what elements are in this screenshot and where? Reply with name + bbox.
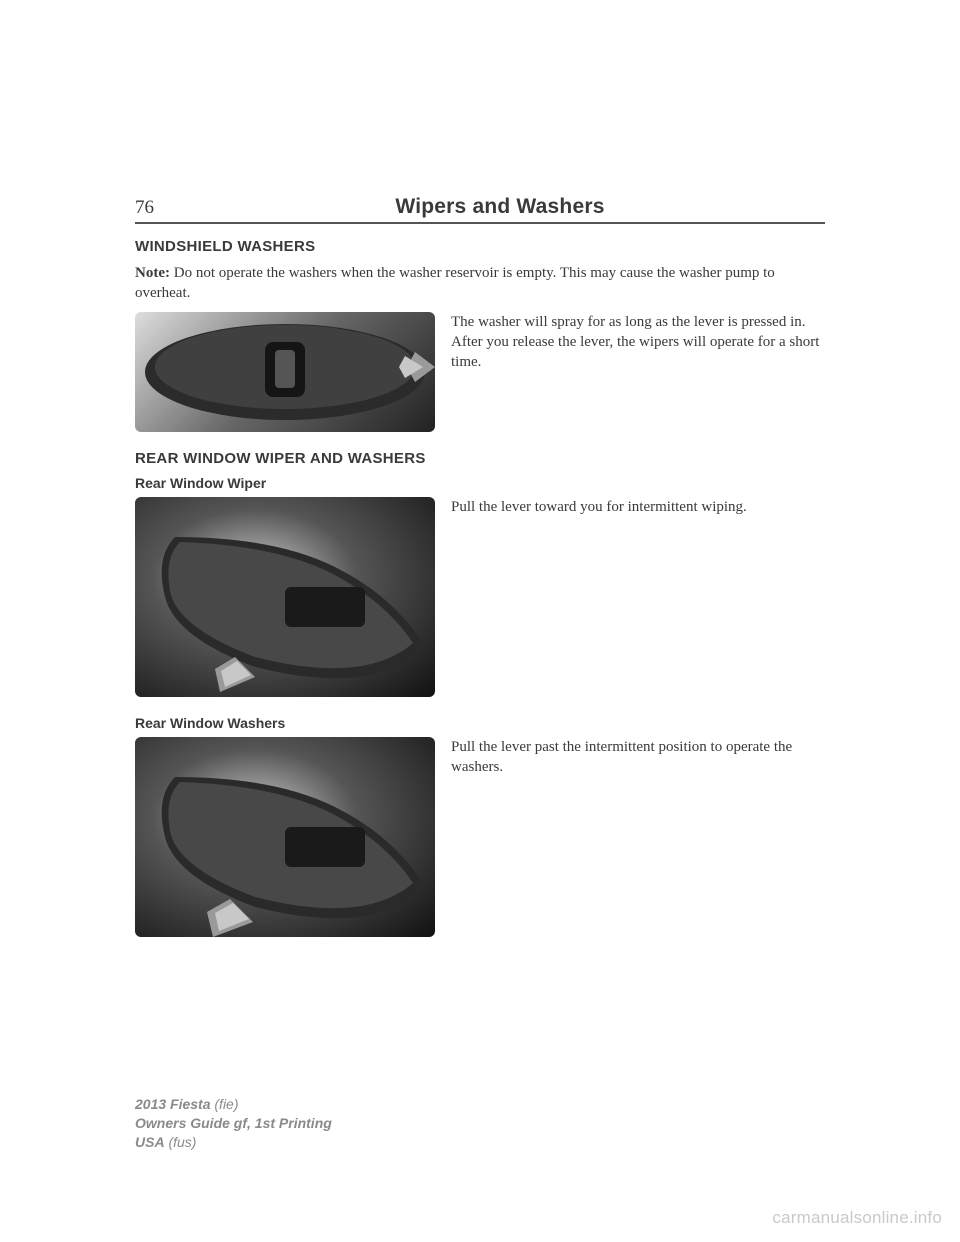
note-label: Note: — [135, 265, 170, 281]
rear-heading: REAR WINDOW WIPER AND WASHERS — [135, 450, 825, 467]
windshield-note: Note: Do not operate the washers when th… — [135, 263, 825, 304]
rear-washers-image — [135, 737, 435, 937]
page-footer: 2013 Fiesta (fie) Owners Guide gf, 1st P… — [135, 1095, 332, 1152]
rear-wiper-side-text: Pull the lever toward you for intermitte… — [451, 497, 825, 517]
rear-wiper-image — [135, 497, 435, 697]
windshield-lever-image — [135, 312, 435, 432]
windshield-heading: WINDSHIELD WASHERS — [135, 238, 825, 255]
section-title: Wipers and Washers — [175, 195, 825, 219]
page-header: 76 Wipers and Washers — [135, 195, 825, 224]
watermark-text: carmanualsonline.info — [772, 1208, 942, 1228]
footer-line-2: Owners Guide gf, 1st Printing — [135, 1114, 332, 1133]
page-content: 76 Wipers and Washers WINDSHIELD WASHERS… — [0, 0, 960, 937]
page-number: 76 — [135, 197, 175, 219]
rear-wiper-row: Pull the lever toward you for intermitte… — [135, 497, 825, 697]
rear-wiper-heading: Rear Window Wiper — [135, 475, 825, 491]
footer-line-1: 2013 Fiesta (fie) — [135, 1095, 332, 1114]
footer-line-3: USA (fus) — [135, 1133, 332, 1152]
rear-washers-side-text: Pull the lever past the intermittent pos… — [451, 737, 825, 778]
rear-washers-heading: Rear Window Washers — [135, 715, 825, 731]
rear-section: REAR WINDOW WIPER AND WASHERS Rear Windo… — [135, 450, 825, 937]
note-text: Do not operate the washers when the wash… — [135, 265, 775, 301]
windshield-washers-section: WINDSHIELD WASHERS Note: Do not operate … — [135, 238, 825, 432]
windshield-side-text: The washer will spray for as long as the… — [451, 312, 825, 373]
windshield-row: The washer will spray for as long as the… — [135, 312, 825, 432]
rear-washers-row: Pull the lever past the intermittent pos… — [135, 737, 825, 937]
